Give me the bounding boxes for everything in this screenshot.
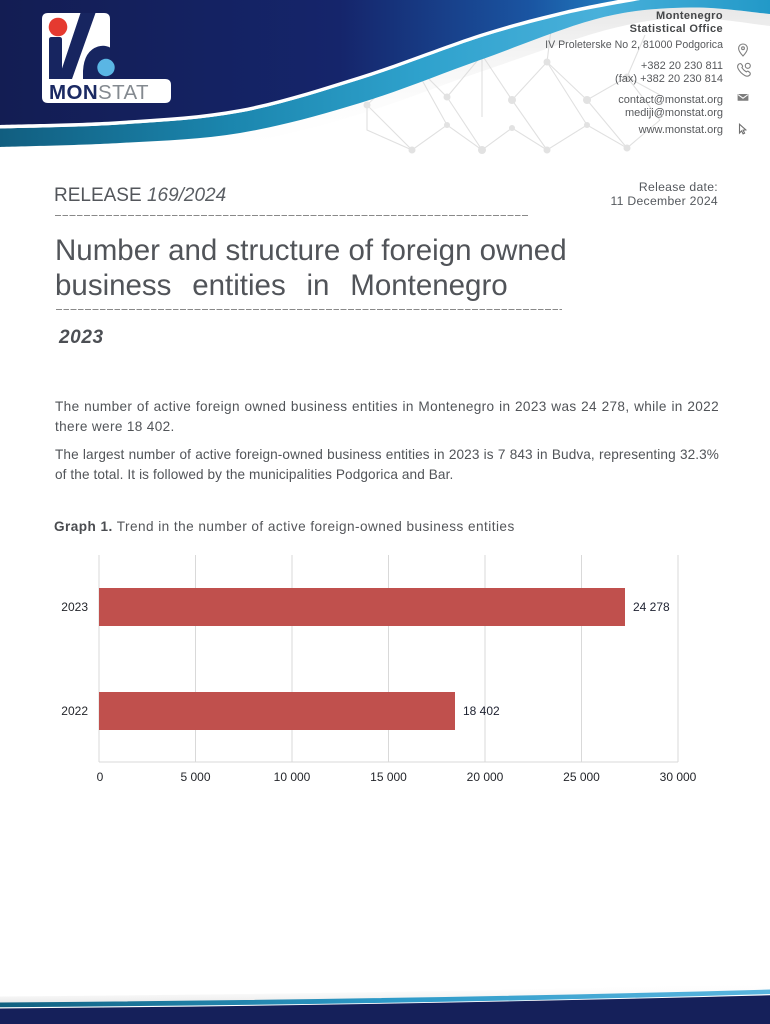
svg-text:2022: 2022: [61, 704, 88, 718]
svg-text:2023: 2023: [61, 600, 88, 614]
svg-text:10 000: 10 000: [274, 770, 311, 784]
svg-text:15 000: 15 000: [370, 770, 407, 784]
svg-text:20 000: 20 000: [467, 770, 504, 784]
svg-text:5 000: 5 000: [180, 770, 210, 784]
svg-text:18 402: 18 402: [463, 704, 500, 718]
svg-text:30 000: 30 000: [660, 770, 697, 784]
svg-text:MONSTAT: MONSTAT: [49, 81, 149, 104]
svg-text:25 000: 25 000: [563, 770, 600, 784]
svg-text:24 278: 24 278: [633, 600, 670, 614]
svg-text:0: 0: [97, 770, 104, 784]
